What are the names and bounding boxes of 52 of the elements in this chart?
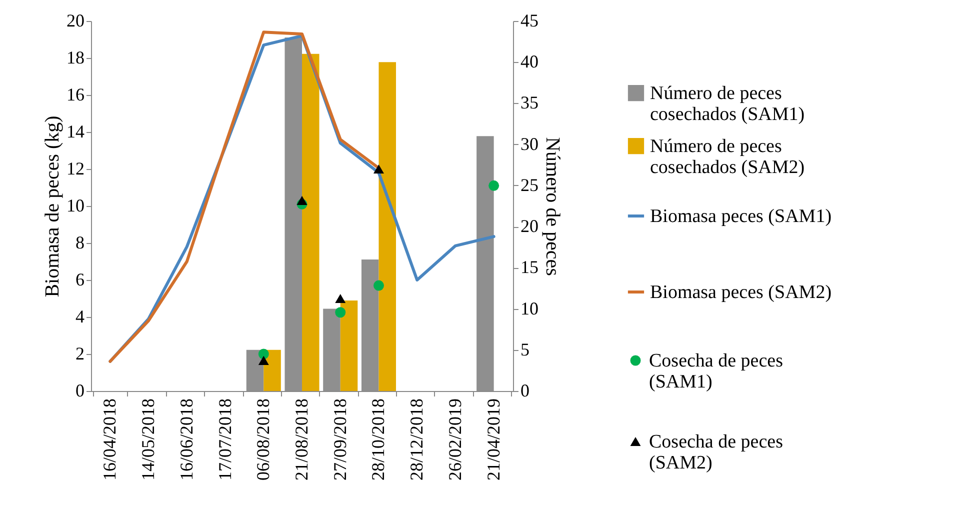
y2-axis-title: Número de peces — [542, 137, 564, 276]
legend-label: Número de peces cosechados (SAM2) — [650, 136, 805, 178]
point — [335, 294, 346, 304]
x-tick-label: 28/12/2018 — [406, 398, 427, 481]
y-tick-label: 6 — [76, 270, 84, 290]
x-tick-label: 16/06/2018 — [176, 398, 196, 481]
y-tick-label: 12 — [66, 158, 84, 178]
y2-tick-label: 25 — [520, 174, 538, 195]
point — [296, 196, 308, 205]
point — [258, 356, 269, 366]
x-tick-label: 28/10/2018 — [368, 398, 388, 481]
y-tick-label: 4 — [76, 306, 84, 326]
legend-label: Biomasa peces (SAM1) — [650, 206, 832, 227]
x-tick-label: 14/05/2018 — [138, 398, 158, 481]
y-tick-label: 18 — [66, 48, 84, 68]
x-tick-label: 26/02/2019 — [444, 398, 465, 481]
point — [373, 280, 384, 291]
x-tick-label: 27/09/2018 — [330, 398, 350, 481]
legend-label: Cosecha de peces (SAM2) — [649, 432, 783, 474]
y2-tick-label: 45 — [520, 10, 538, 30]
x-tick-label: 21/08/2018 — [292, 398, 312, 481]
y-axis-title: Biomasa de peces (kg) — [42, 116, 64, 298]
y2-tick-label: 15 — [520, 257, 538, 278]
y-tick-label: 16 — [66, 84, 84, 104]
x-tick-label: 17/07/2018 — [214, 398, 235, 481]
y-tick-label: 8 — [76, 232, 84, 252]
bar — [302, 54, 320, 391]
point — [335, 307, 346, 318]
x-tick-label: 06/08/2018 — [253, 398, 274, 481]
point — [373, 164, 384, 174]
bar — [340, 300, 358, 391]
bar — [264, 350, 281, 391]
bar — [378, 62, 396, 391]
y-tick-label: 14 — [66, 122, 84, 142]
x-tick-label: 21/04/2019 — [483, 398, 504, 481]
legend-label: Cosecha de peces (SAM1) — [649, 350, 783, 392]
y-tick-label: 10 — [66, 196, 84, 216]
point — [258, 348, 269, 360]
legend-label: Biomasa peces (SAM2) — [650, 282, 832, 303]
y2-tick-label: 5 — [520, 339, 530, 360]
y2-tick-label: 35 — [520, 92, 538, 113]
legend-label: Número de peces cosechados (SAM1) — [650, 83, 805, 125]
y-tick-label: 20 — [66, 10, 84, 30]
y2-tick-label: 0 — [520, 380, 530, 400]
y2-tick-label: 30 — [520, 134, 538, 154]
y-tick-label: 0 — [76, 380, 84, 400]
point — [488, 180, 500, 191]
x-tick-label: 16/04/2018 — [100, 398, 120, 481]
y-tick-label: 2 — [76, 344, 84, 364]
y2-tick-label: 20 — [520, 216, 538, 236]
y2-tick-label: 10 — [520, 298, 538, 318]
y2-tick-label: 40 — [520, 52, 538, 72]
